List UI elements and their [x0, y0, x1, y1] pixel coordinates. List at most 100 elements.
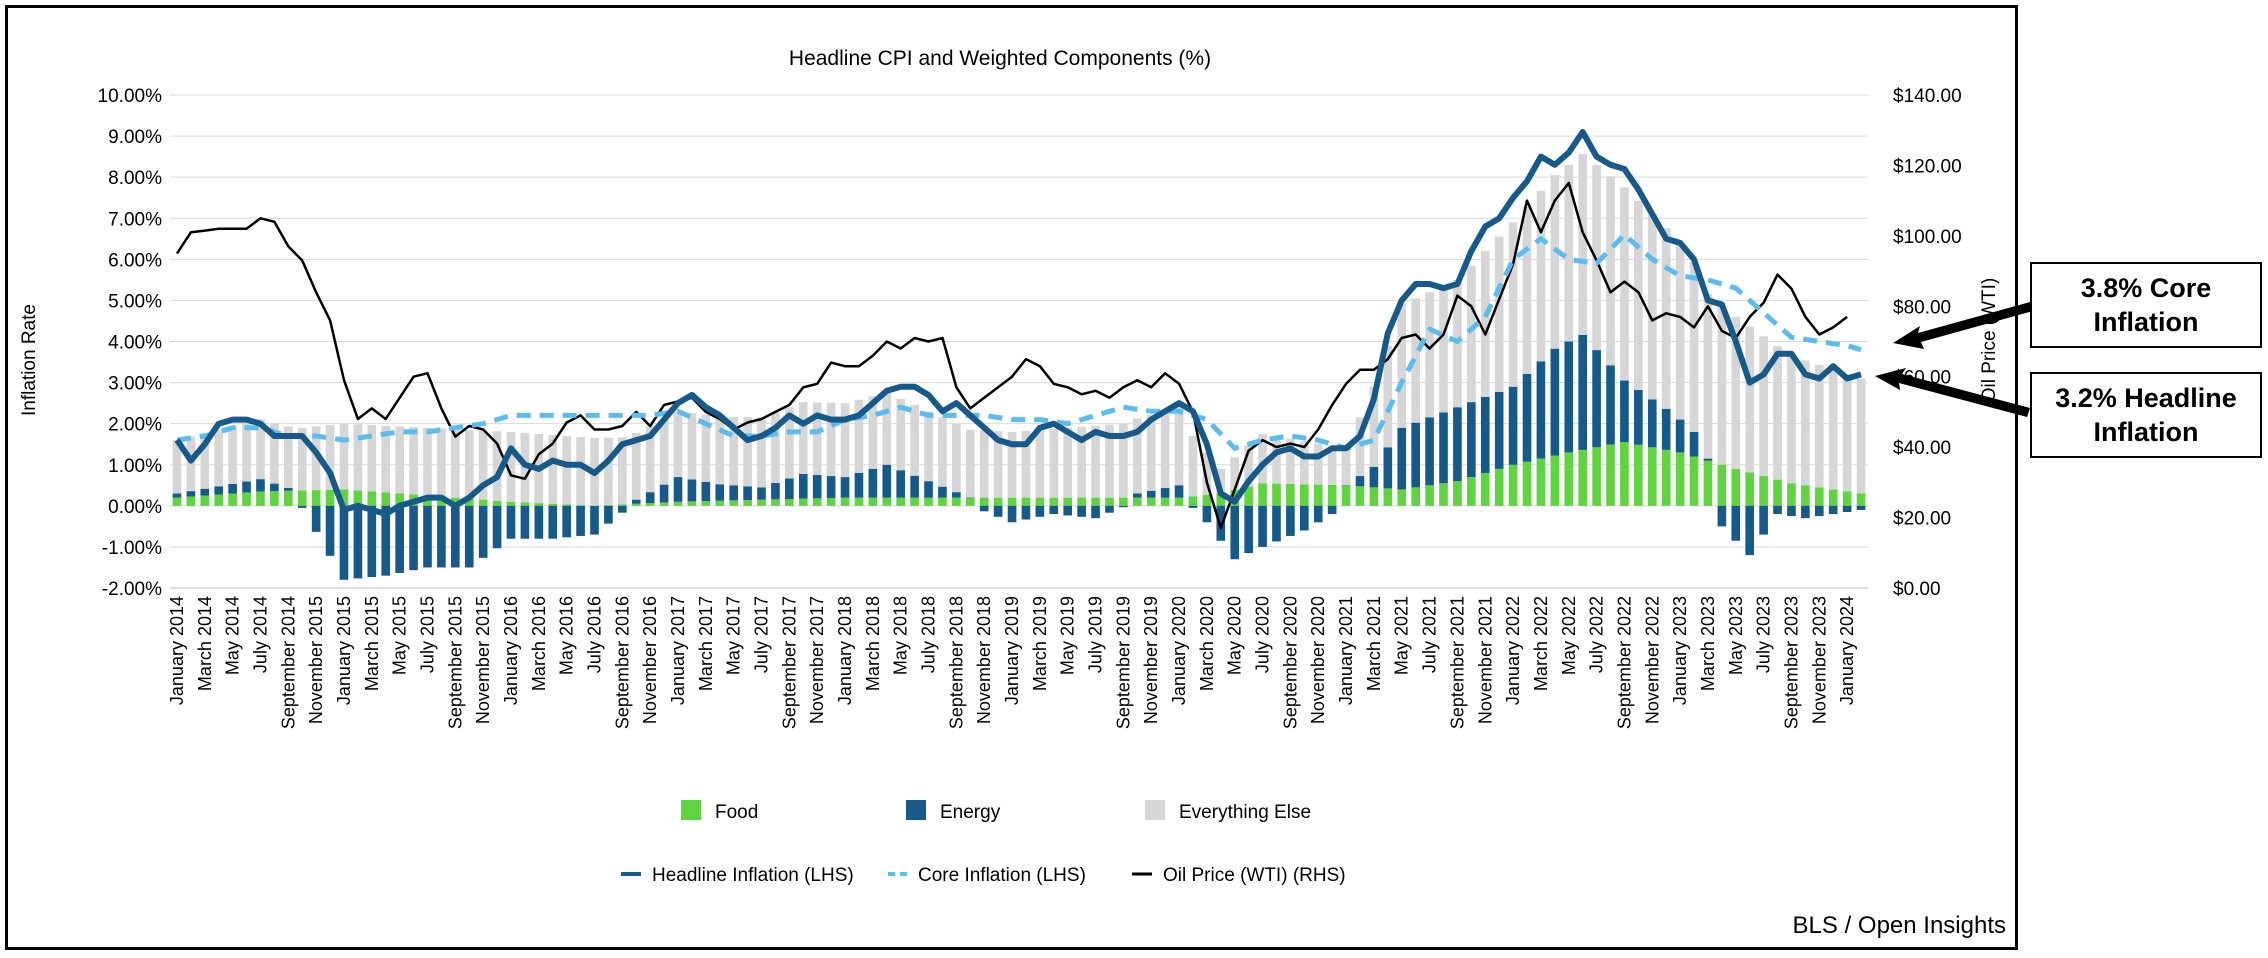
everything-else-bar: [1564, 164, 1574, 342]
everything-else-bar: [952, 423, 961, 493]
food-bar: [325, 489, 335, 506]
energy-bar: [353, 505, 363, 579]
food-bar: [1717, 464, 1727, 506]
energy-bar: [645, 492, 655, 504]
energy-bar: [1091, 505, 1100, 519]
everything-else-bar: [826, 402, 836, 477]
everything-else-bar: [1801, 360, 1810, 486]
food-bar: [1661, 449, 1671, 506]
energy-bar: [659, 484, 669, 503]
food-bar: [1202, 494, 1212, 506]
energy-bar: [840, 477, 850, 498]
energy-bar: [1592, 350, 1601, 448]
x-tick-label: July 2020: [1253, 596, 1273, 673]
everything-else-bar: [186, 436, 196, 492]
food-bar: [631, 503, 641, 506]
everything-else-bar: [1480, 251, 1490, 397]
energy-bar: [1564, 341, 1574, 453]
energy-bar: [283, 488, 293, 491]
everything-else-bar: [618, 437, 627, 505]
everything-else-bar: [604, 437, 613, 506]
food-bar: [812, 498, 822, 506]
everything-else-bar: [757, 417, 766, 488]
energy-bar: [1021, 505, 1031, 520]
food-bar: [464, 498, 474, 506]
energy-bar: [562, 505, 571, 538]
x-tick-label: March 2016: [529, 596, 549, 691]
everything-else-bar: [1300, 441, 1309, 485]
everything-else-bar: [1606, 176, 1615, 366]
everything-else-bar: [798, 402, 808, 474]
x-tick-label: September 2014: [278, 596, 298, 729]
energy-bar: [590, 505, 599, 535]
everything-else-bar: [1160, 410, 1170, 489]
food-bar: [1132, 497, 1142, 506]
x-tick-label: July 2022: [1587, 596, 1607, 673]
energy-bar: [1174, 485, 1184, 498]
x-tick-label: May 2022: [1559, 596, 1579, 675]
energy-bar: [1453, 407, 1462, 482]
energy-bar: [1439, 412, 1448, 484]
x-tick-label: May 2021: [1392, 596, 1412, 675]
everything-else-bar: [367, 425, 377, 492]
everything-else-bar: [1842, 373, 1852, 492]
food-bar: [1091, 497, 1100, 506]
energy-bar: [1828, 505, 1838, 515]
y-right-tick-label: $0.00: [1893, 579, 1941, 600]
food-bar: [1077, 497, 1086, 506]
x-tick-label: November 2020: [1308, 596, 1328, 724]
legend-oil-label: Oil Price (WTI) (RHS): [1163, 865, 1346, 886]
food-bar: [297, 490, 307, 506]
everything-else-bar: [270, 422, 279, 484]
x-tick-label: September 2015: [445, 596, 465, 729]
food-bar: [367, 491, 377, 506]
x-tick-label: January 2014: [167, 596, 187, 705]
everything-else-bar: [1077, 426, 1086, 498]
everything-else-bar: [645, 425, 655, 493]
energy-bar: [1745, 505, 1755, 556]
food-bar: [1397, 489, 1407, 506]
everything-else-bar: [1661, 228, 1671, 409]
food-bar: [1745, 472, 1755, 506]
food-bar: [1675, 452, 1685, 506]
food-bar: [896, 497, 906, 506]
legend-headline-label: Headline Inflation (LHS): [652, 865, 854, 886]
y-right-tick-label: $140.00: [1893, 86, 1962, 107]
energy-bar: [1508, 386, 1518, 465]
everything-else-bar: [283, 426, 293, 489]
x-tick-label: May 2018: [891, 596, 911, 675]
energy-bar: [1035, 505, 1045, 517]
x-tick-label: January 2018: [835, 596, 855, 705]
food-bar: [1828, 489, 1838, 506]
energy-bar: [743, 486, 752, 501]
x-tick-label: March 2015: [362, 596, 382, 691]
energy-bar: [1063, 505, 1073, 516]
food-bar: [1620, 442, 1629, 506]
everything-else-bar: [242, 422, 251, 482]
x-tick-label: September 2020: [1280, 596, 1300, 729]
everything-else-bar: [381, 425, 391, 493]
energy-bar: [924, 481, 933, 498]
food-bar: [437, 496, 446, 506]
x-tick-label: July 2014: [250, 596, 270, 673]
everything-else-bar: [993, 431, 1003, 498]
y-left-tick-label: 0.00%: [108, 497, 162, 518]
everything-else-bar: [1063, 427, 1073, 498]
food-bar: [311, 490, 321, 506]
food-bar: [1119, 497, 1128, 506]
food-bar: [534, 503, 544, 506]
everything-else-bar: [1327, 445, 1337, 485]
x-tick-label: July 2023: [1754, 596, 1774, 673]
energy-bar: [1550, 348, 1560, 456]
everything-else-bar: [1174, 407, 1184, 486]
energy-bar: [1522, 374, 1532, 462]
food-bar: [200, 495, 210, 506]
everything-else-bar: [673, 411, 683, 478]
energy-bar: [1856, 505, 1866, 510]
everything-else-bar: [882, 392, 892, 465]
x-tick-label: July 2019: [1086, 596, 1106, 673]
energy-bar: [631, 499, 641, 504]
food-bar: [228, 493, 237, 506]
food-bar: [1731, 468, 1741, 506]
energy-bar: [1007, 505, 1017, 523]
